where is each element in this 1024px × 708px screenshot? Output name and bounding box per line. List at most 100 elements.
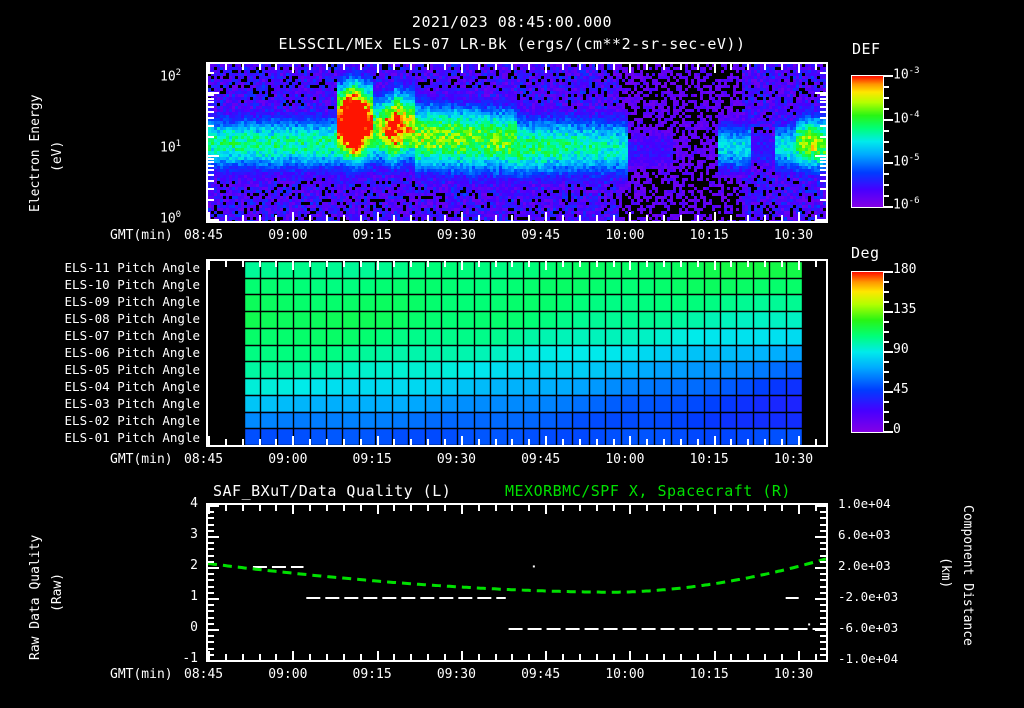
tick-mark	[208, 91, 219, 94]
tick-mark	[883, 371, 889, 373]
tick-mark	[820, 610, 826, 613]
tick-mark	[820, 135, 826, 138]
tick-mark	[595, 261, 598, 267]
tick-mark	[696, 64, 699, 70]
tick-mark	[292, 212, 295, 221]
tick-mark	[883, 85, 889, 88]
tick-mark	[393, 215, 396, 221]
tick-mark	[820, 585, 826, 588]
tick-mark	[764, 215, 767, 221]
tick-mark	[460, 212, 463, 221]
tick-mark	[578, 439, 581, 445]
tick-mark	[208, 610, 214, 613]
quality-xtick-7: 10:30	[773, 667, 814, 682]
tick-mark	[309, 505, 312, 511]
tick-mark	[292, 505, 295, 514]
tick-mark	[443, 215, 446, 221]
pitch-angle-xtick-7: 10:30	[773, 452, 814, 467]
tick-mark	[815, 629, 826, 631]
tick-mark	[820, 101, 826, 104]
tick-mark	[224, 505, 227, 511]
tick-mark	[342, 654, 345, 660]
header-subtitle: ELSSCIL/MEx ELS-07 LR-Bk (ergs/(cm**2-sr…	[278, 35, 746, 53]
tick-mark	[820, 548, 826, 551]
tick-mark	[820, 579, 826, 582]
deg-colorbar	[851, 271, 884, 433]
tick-mark	[696, 505, 699, 511]
spectrogram-ylabel-units: (eV)	[50, 140, 65, 172]
tick-mark	[393, 261, 396, 267]
tick-mark	[820, 641, 826, 644]
quality-ytick-right-1: 6.0e+03	[838, 527, 891, 542]
tick-mark	[883, 351, 893, 353]
quality-ytick-right-2: 2.0e+03	[838, 558, 891, 573]
tick-mark	[224, 64, 227, 70]
quality-ylabel-left: Raw Data Quality	[28, 534, 43, 660]
tick-mark	[208, 641, 214, 644]
tick-mark	[393, 654, 396, 660]
tick-mark	[883, 331, 889, 333]
tick-mark	[764, 261, 767, 267]
tick-mark	[208, 579, 214, 582]
tick-mark	[781, 654, 784, 660]
tick-mark	[595, 215, 598, 221]
header-datetime: 2021/023 08:45:00.000	[411, 13, 613, 31]
quality-xtick-5: 10:00	[605, 667, 645, 682]
tick-mark	[679, 261, 682, 267]
tick-mark	[820, 542, 826, 545]
tick-mark	[376, 436, 379, 445]
tick-mark	[241, 215, 244, 221]
tick-mark	[208, 542, 214, 545]
tick-mark	[814, 215, 817, 221]
tick-mark	[883, 118, 893, 121]
tick-mark	[208, 124, 214, 127]
tick-mark	[376, 651, 379, 660]
tick-mark	[241, 439, 244, 445]
tick-mark	[208, 212, 210, 221]
tick-mark	[820, 188, 826, 191]
pitch-angle-image	[208, 261, 826, 445]
tick-mark	[883, 401, 889, 403]
tick-mark	[820, 157, 826, 160]
tick-mark	[815, 536, 826, 538]
tick-mark	[883, 151, 889, 154]
tick-mark	[224, 439, 227, 445]
tick-mark	[764, 439, 767, 445]
tick-mark	[376, 212, 379, 221]
pitch-angle-row-label-7: ELS-04 Pitch Angle	[64, 379, 200, 395]
pitch-angle-xtick-6: 10:15	[689, 452, 729, 467]
tick-mark	[883, 391, 893, 393]
tick-mark	[258, 215, 261, 221]
tick-mark	[241, 261, 244, 267]
deg-colorbar-label-3: 45	[893, 382, 909, 397]
tick-mark	[477, 215, 480, 221]
pitch-angle-row-label-5: ELS-06 Pitch Angle	[64, 345, 200, 360]
tick-mark	[443, 439, 446, 445]
pitch-angle-xtick-5: 10:00	[605, 452, 645, 467]
tick-mark	[612, 215, 615, 221]
quality-xtick-1: 09:00	[268, 667, 308, 682]
tick-mark	[561, 505, 564, 511]
tick-mark	[511, 505, 514, 511]
tick-mark	[612, 439, 615, 445]
pitch-angle-row-label-0: ELS-11 Pitch Angle	[64, 259, 200, 275]
tick-mark	[208, 164, 214, 167]
tick-mark	[820, 591, 826, 594]
pitch-angle-xtick-1: 09:00	[268, 452, 308, 467]
tick-mark	[460, 505, 463, 514]
tick-mark	[342, 261, 345, 267]
tick-mark	[815, 91, 826, 94]
quality-xaxis-label: GMT(min)	[110, 667, 173, 682]
tick-mark	[393, 505, 396, 511]
spectrogram-xtick-0: 08:45	[184, 228, 224, 243]
tick-mark	[208, 174, 214, 177]
tick-mark	[764, 654, 767, 660]
tick-mark	[696, 439, 699, 445]
tick-mark	[325, 64, 328, 70]
tick-mark	[460, 651, 463, 660]
def-colorbar-label-0: 10-3	[893, 66, 920, 83]
tick-mark	[820, 180, 826, 183]
tick-mark	[797, 261, 800, 270]
tick-mark	[460, 64, 463, 73]
quality-ytick-left-1: 3	[190, 527, 198, 542]
